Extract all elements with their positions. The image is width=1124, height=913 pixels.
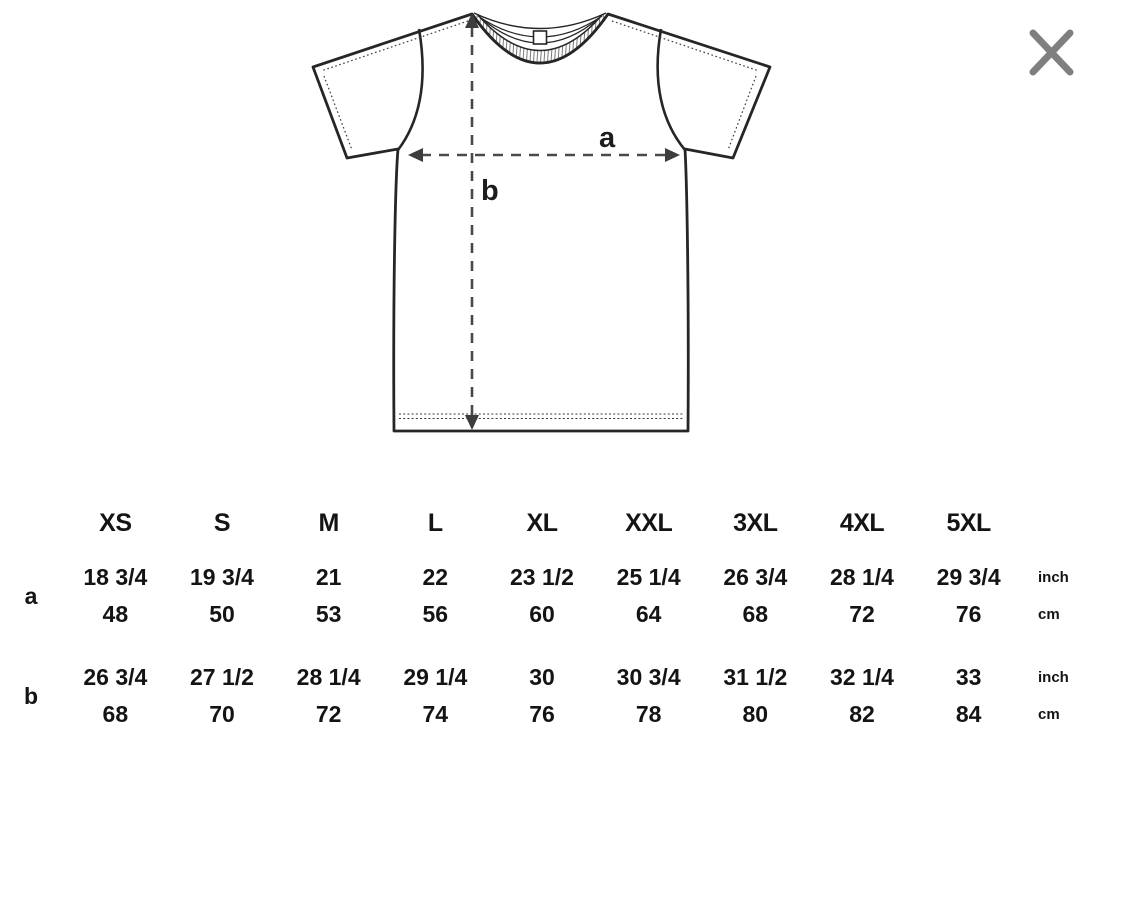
size-header-l: L xyxy=(427,508,443,537)
size-header-4xl: 4XL xyxy=(839,508,885,537)
neck-label-tag xyxy=(532,30,548,45)
measure-label-a: a xyxy=(24,582,38,609)
close-icon xyxy=(1029,29,1074,76)
size-header-3xl: 3XL xyxy=(733,508,778,537)
size-value-cell: 23 1/2 60 xyxy=(489,559,596,633)
size-value-cell: 19 3/4 50 xyxy=(169,559,276,633)
size-header-xs: XS xyxy=(99,508,132,537)
size-value-cell: 33 84 xyxy=(915,659,1022,733)
right-shoulder-stitch xyxy=(611,20,760,72)
size-value-cell: 30 3/4 78 xyxy=(595,659,702,733)
cm-value: 50 xyxy=(209,601,235,627)
size-header-xl: XL xyxy=(526,508,558,537)
cm-value: 76 xyxy=(955,601,982,627)
inch-unit-label: inch xyxy=(1037,669,1069,686)
inch-value: 29 3/4 xyxy=(936,564,1001,590)
right-sleeve-stitch xyxy=(727,75,757,151)
inch-value: 27 1/2 xyxy=(190,664,254,690)
left-armhole-seam xyxy=(396,28,424,151)
size-value-cell: 30 76 xyxy=(489,659,596,733)
collar-inner-edge xyxy=(477,14,603,52)
length-label: b xyxy=(481,175,499,207)
collar-outer-edge xyxy=(470,13,610,65)
size-value-cell: 29 1/4 74 xyxy=(382,659,489,733)
width-arrowhead-left xyxy=(408,148,423,162)
inch-value: 26 3/4 xyxy=(83,664,148,690)
size-value-cell: 26 3/4 68 xyxy=(62,659,169,733)
cm-value: 72 xyxy=(849,601,875,627)
inch-value: 22 xyxy=(422,564,449,590)
size-value-cell: 32 1/4 82 xyxy=(809,659,916,733)
size-value-cell: 21 53 xyxy=(275,559,382,633)
size-value-cell: 22 56 xyxy=(382,559,489,633)
width-label: a xyxy=(599,122,616,154)
inch-value: 18 3/4 xyxy=(83,564,148,590)
size-value-cell: 18 3/4 48 xyxy=(62,559,169,633)
tshirt-outline xyxy=(311,12,772,433)
cm-value: 53 xyxy=(315,601,342,627)
cm-value: 84 xyxy=(955,701,982,727)
measurement-row-a: a 18 3/4 48 19 3/4 50 21 53 22 56 23 1/2 60 25 1/4 6… xyxy=(0,559,1110,633)
width-arrowhead-right xyxy=(665,148,680,162)
cm-unit-label: cm xyxy=(1037,706,1060,723)
cm-value: 72 xyxy=(315,701,342,727)
inch-value: 28 1/4 xyxy=(296,664,361,690)
size-value-cell: 28 1/4 72 xyxy=(275,659,382,733)
inch-value: 26 3/4 xyxy=(723,564,788,590)
left-shoulder-stitch xyxy=(320,20,469,72)
tshirt-diagram: a b xyxy=(311,12,772,433)
cm-value: 48 xyxy=(102,601,129,627)
cm-value: 56 xyxy=(422,601,449,627)
size-value-cell: 28 1/4 72 xyxy=(809,559,916,633)
cm-value: 68 xyxy=(742,601,769,627)
cm-value: 82 xyxy=(849,701,875,727)
inch-value: 23 1/2 xyxy=(510,564,574,590)
unit-cell: inch cm xyxy=(1022,659,1110,733)
inch-value: 30 xyxy=(529,664,555,690)
size-value-cell: 31 1/2 80 xyxy=(702,659,809,733)
size-value-cell: 27 1/2 70 xyxy=(169,659,276,733)
cm-value: 76 xyxy=(529,701,555,727)
inch-value: 31 1/2 xyxy=(723,664,788,690)
cm-value: 64 xyxy=(635,601,662,627)
size-header-xxl: XXL xyxy=(625,508,673,537)
size-header-row: XS S M L XL XXL 3XL 4XL 5XL xyxy=(0,503,1110,543)
inch-value: 28 1/4 xyxy=(830,564,894,590)
length-arrowhead-top xyxy=(465,13,479,28)
inch-value: 29 1/4 xyxy=(403,664,468,690)
left-sleeve-stitch xyxy=(323,75,353,151)
cm-value: 70 xyxy=(209,701,235,727)
length-arrowhead-bottom xyxy=(465,415,479,430)
inch-value: 32 1/4 xyxy=(830,664,894,690)
size-header-m: M xyxy=(318,508,339,537)
inch-unit-label: inch xyxy=(1037,569,1069,586)
cm-value: 78 xyxy=(635,701,662,727)
size-value-cell: 25 1/4 64 xyxy=(595,559,702,633)
unit-cell: inch cm xyxy=(1022,559,1110,633)
measure-label-b: b xyxy=(23,682,39,709)
cm-unit-label: cm xyxy=(1037,606,1060,623)
size-header-s: S xyxy=(213,508,231,537)
inch-value: 30 3/4 xyxy=(616,664,681,690)
back-neckline xyxy=(473,12,607,30)
size-value-cell: 26 3/4 68 xyxy=(702,559,809,633)
inch-value: 33 xyxy=(955,664,982,690)
tshirt-diagram-svg: a b xyxy=(311,12,772,433)
size-value-cell: 29 3/4 76 xyxy=(915,559,1022,633)
close-button[interactable] xyxy=(1021,22,1081,82)
cm-value: 80 xyxy=(742,701,769,727)
inch-value: 19 3/4 xyxy=(190,564,254,590)
inch-value: 21 xyxy=(315,564,342,590)
right-armhole-seam xyxy=(656,28,687,151)
cm-value: 74 xyxy=(422,701,449,727)
size-header-5xl: 5XL xyxy=(946,508,991,537)
inch-value: 25 1/4 xyxy=(616,564,681,590)
measurement-row-b: b 26 3/4 68 27 1/2 70 28 1/4 72 29 1/4 74 30 76 30 … xyxy=(0,659,1110,733)
cm-value: 68 xyxy=(102,701,129,727)
size-chart: XS S M L XL XXL 3XL 4XL 5XL a 18 3/4 48 19 3/4 50 21 5… xyxy=(0,503,1110,733)
cm-value: 60 xyxy=(529,601,555,627)
